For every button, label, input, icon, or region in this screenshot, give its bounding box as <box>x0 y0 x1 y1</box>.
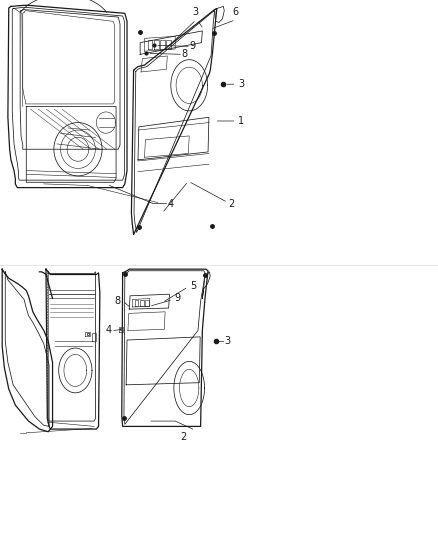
Text: 8: 8 <box>182 50 188 59</box>
Text: 9: 9 <box>189 42 195 51</box>
Text: 2: 2 <box>180 432 186 442</box>
Text: 3: 3 <box>239 79 245 89</box>
Text: 9: 9 <box>174 294 180 303</box>
Text: 6: 6 <box>233 7 239 17</box>
Text: 3: 3 <box>225 336 231 346</box>
Text: 3: 3 <box>192 7 198 17</box>
Text: 2: 2 <box>229 199 235 209</box>
Text: 4: 4 <box>168 199 174 208</box>
Text: 1: 1 <box>238 116 244 126</box>
Text: 5: 5 <box>190 281 196 290</box>
Text: 8: 8 <box>114 296 120 306</box>
Text: 4: 4 <box>106 326 112 335</box>
